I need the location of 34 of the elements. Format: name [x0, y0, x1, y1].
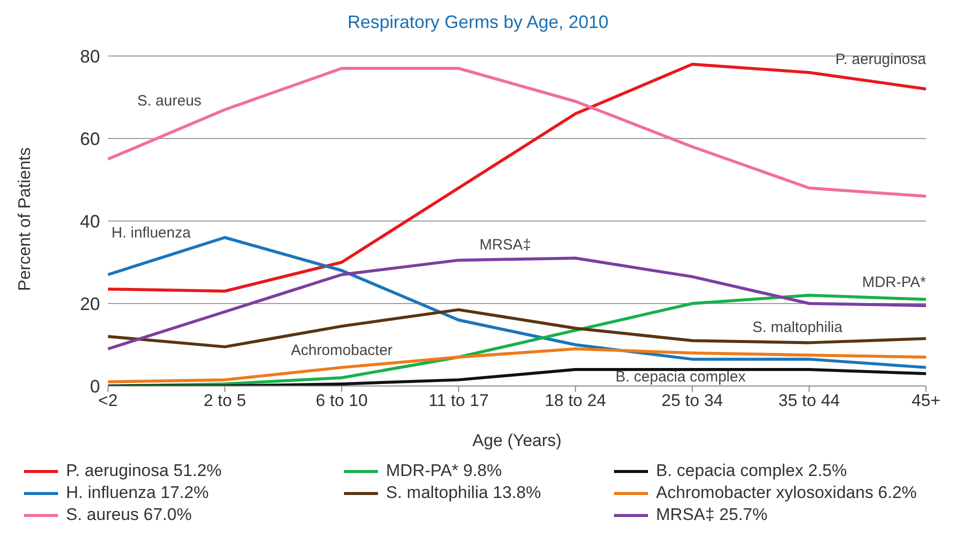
legend-label: S. maltophilia 13.8%: [386, 483, 541, 503]
x-tick-label: 11 to 17: [428, 391, 489, 410]
annotation: MRSA‡: [479, 236, 532, 254]
chart-title: Respiratory Germs by Age, 2010: [346, 11, 610, 34]
annotation: S. aureus: [137, 92, 202, 110]
x-tick-label: 18 to 24: [544, 391, 606, 410]
x-axis-title: Age (Years): [472, 431, 562, 450]
line-series: [106, 236, 928, 369]
legend-label: MRSA‡ 25.7%: [656, 505, 768, 525]
legend-label: MDR-PA* 9.8%: [386, 461, 502, 481]
legend-label: H. influenza 17.2%: [66, 483, 209, 503]
y-tick-label: 20: [80, 294, 100, 314]
annotation: MDR-PA*: [862, 274, 926, 291]
y-tick-label: 40: [80, 211, 100, 232]
y-tick-label: 80: [80, 46, 100, 66]
x-tick-label: 35 to 44: [778, 391, 840, 410]
line-series: [106, 66, 928, 198]
y-tick-label: 0: [90, 376, 100, 396]
y-axis-title: Percent of Patients: [15, 147, 34, 291]
annotation: B. cepacia complex: [616, 368, 746, 386]
annotation: Achromobacter: [290, 342, 393, 359]
x-tick-label: 2 to 5: [204, 391, 246, 410]
legend-label: P. aeruginosa 51.2%: [66, 461, 222, 481]
x-tick-label: 45+: [912, 391, 940, 410]
annotation: H. influenza: [112, 224, 192, 242]
x-tick-label: 6 to 10: [316, 391, 368, 410]
legend-label: Achromobacter xylosoxidans 6.2%: [656, 483, 917, 503]
annotation: S. maltophilia: [752, 319, 844, 336]
legend-label: S. aureus 67.0%: [66, 505, 192, 525]
legend-label: B. cepacia complex 2.5%: [656, 461, 847, 481]
annotation: P. aeruginosa: [835, 51, 927, 68]
x-tick-label: 25 to 34: [662, 391, 724, 410]
x-tick-label: <2: [98, 391, 118, 410]
y-tick-label: 60: [80, 128, 100, 149]
